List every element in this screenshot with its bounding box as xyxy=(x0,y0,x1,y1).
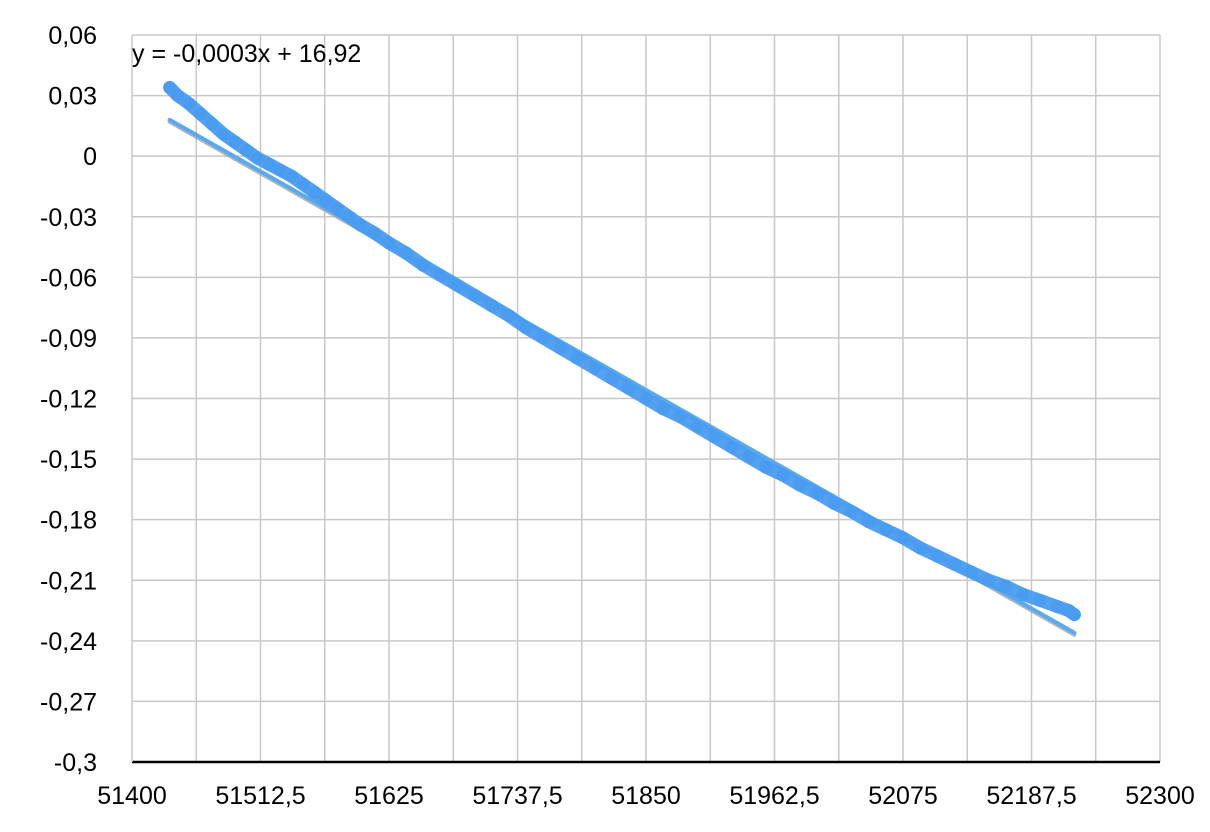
y-tick-label: -0,09 xyxy=(40,325,97,353)
series-layer xyxy=(163,81,1081,622)
data-point xyxy=(605,371,619,385)
data-point xyxy=(639,392,653,405)
x-tick-label: 51850 xyxy=(611,782,681,810)
data-point xyxy=(1033,593,1047,607)
data-point xyxy=(308,186,322,200)
data-point xyxy=(776,468,790,482)
data-point xyxy=(947,557,961,571)
data-point xyxy=(468,289,482,303)
data-point xyxy=(273,163,287,177)
data-point xyxy=(251,151,265,165)
y-tick-label: -0,03 xyxy=(40,204,97,232)
data-point xyxy=(965,565,979,579)
data-point xyxy=(519,321,533,335)
data-point xyxy=(845,505,859,519)
data-point xyxy=(879,523,893,537)
x-tick-label: 51512,5 xyxy=(215,782,305,810)
x-tick-label: 51737,5 xyxy=(472,782,562,810)
y-tick-label: -0,15 xyxy=(40,446,97,474)
y-tick-label: -0,21 xyxy=(40,567,97,595)
data-point xyxy=(1067,608,1081,622)
x-tick-label: 52075 xyxy=(868,782,938,810)
y-tick-label: 0,06 xyxy=(48,22,97,50)
data-point xyxy=(399,246,413,260)
data-point xyxy=(810,486,824,500)
data-point xyxy=(451,278,465,292)
x-tick-label: 51962,5 xyxy=(729,782,819,810)
y-tick-label: -0,27 xyxy=(40,688,97,716)
data-point xyxy=(216,127,230,141)
y-tick-label: 0 xyxy=(83,143,97,171)
data-point xyxy=(194,107,208,121)
y-tick-label: -0,18 xyxy=(40,507,97,535)
data-point xyxy=(382,236,396,250)
grid-layer xyxy=(132,34,1161,762)
data-point xyxy=(588,361,602,375)
data-point xyxy=(228,135,242,149)
data-point xyxy=(285,169,299,183)
data-point xyxy=(759,460,773,474)
data-point xyxy=(163,81,177,95)
x-tick-label: 51400 xyxy=(97,782,167,810)
data-point xyxy=(239,143,253,157)
data-point xyxy=(367,226,381,240)
data-point xyxy=(913,541,927,555)
tick-label-layer: 0,06 0,03 0 -0,03 -0,06 -0,09 -0,12 -0,15 -0,18 -… xyxy=(40,22,1195,810)
data-point xyxy=(930,549,944,563)
axis-layer xyxy=(131,35,1160,764)
data-point xyxy=(673,410,687,424)
y-tick-label: -0,12 xyxy=(40,386,97,414)
data-point xyxy=(182,97,196,111)
data-point xyxy=(296,177,310,191)
data-point xyxy=(742,450,756,464)
data-point xyxy=(416,258,430,272)
data-point xyxy=(433,268,447,282)
y-tick-label: -0,06 xyxy=(40,264,97,292)
y-tick-label: 0,03 xyxy=(48,83,97,111)
data-point xyxy=(708,430,722,444)
data-point xyxy=(656,402,670,416)
data-point xyxy=(553,341,567,355)
data-point xyxy=(690,420,704,434)
data-point xyxy=(793,478,807,492)
data-point xyxy=(536,331,550,345)
data-point xyxy=(1050,600,1064,614)
data-point xyxy=(319,194,333,208)
data-point xyxy=(502,309,516,323)
data-point xyxy=(1016,587,1030,601)
y-tick-label: -0,24 xyxy=(40,628,97,656)
series-line xyxy=(163,81,1081,622)
data-point xyxy=(485,299,499,313)
y-tick-label: -0,3 xyxy=(54,749,97,777)
data-point xyxy=(331,202,345,216)
x-tick-label: 52187,5 xyxy=(986,782,1076,810)
data-point xyxy=(982,573,996,587)
data-point xyxy=(171,89,185,103)
data-point xyxy=(342,210,356,224)
data-point xyxy=(570,351,584,365)
data-point xyxy=(725,440,739,454)
data-point xyxy=(827,497,841,511)
data-point xyxy=(896,531,910,545)
x-tick-label: 52300 xyxy=(1125,782,1195,810)
data-point xyxy=(862,515,876,529)
data-point xyxy=(262,157,276,171)
x-tick-label: 51625 xyxy=(354,782,424,810)
data-point xyxy=(622,381,636,395)
data-point xyxy=(205,117,219,131)
data-point xyxy=(353,218,367,232)
data-point xyxy=(999,579,1013,593)
trendline-equation: y = -0,0003x + 16,92 xyxy=(132,40,361,68)
